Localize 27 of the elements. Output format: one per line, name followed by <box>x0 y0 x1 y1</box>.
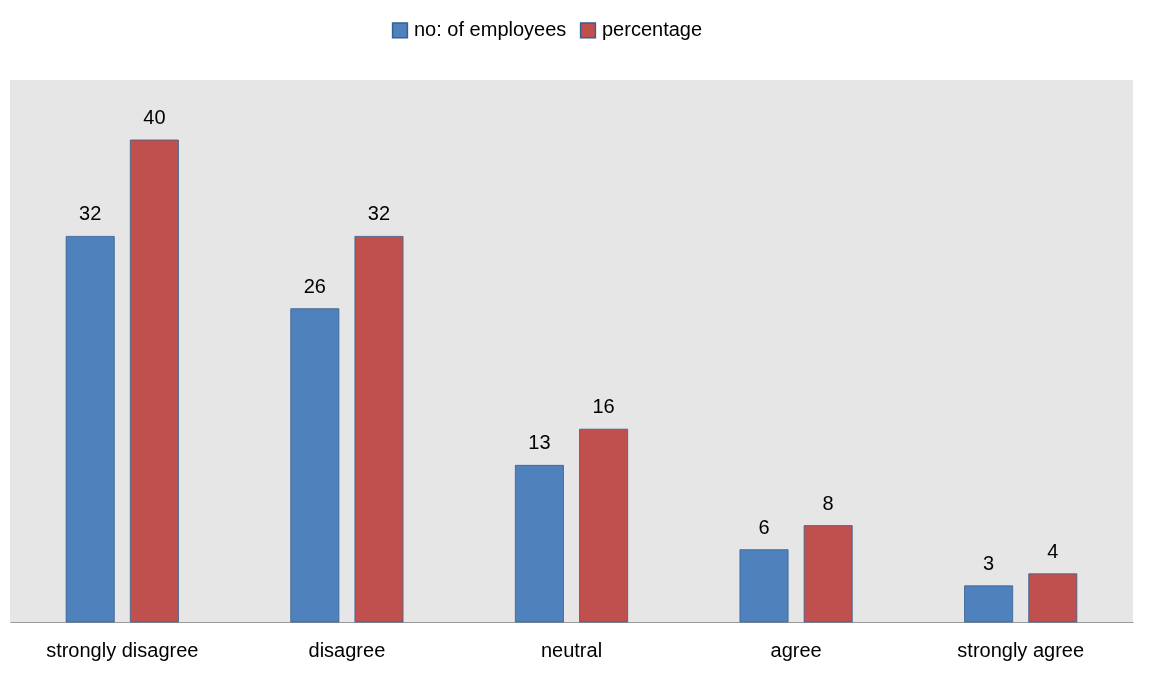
bar <box>739 549 789 623</box>
data-label: 16 <box>592 395 615 418</box>
x-tick-label: disagree <box>308 638 386 661</box>
data-label: 3 <box>983 551 995 574</box>
data-label: 8 <box>822 491 834 514</box>
data-label: 26 <box>303 274 326 297</box>
legend-label: no: of employees <box>414 18 567 41</box>
bar <box>803 525 853 623</box>
data-label: 4 <box>1047 539 1059 562</box>
bar <box>354 236 404 623</box>
bar <box>129 139 179 623</box>
legend-label: percentage <box>602 18 703 41</box>
data-label: 40 <box>143 106 166 128</box>
bar <box>1028 573 1078 623</box>
data-label: 32 <box>367 202 391 225</box>
data-label: 6 <box>758 515 770 538</box>
bar <box>514 464 564 623</box>
x-tick-label: strongly disagree <box>46 638 199 661</box>
bar <box>65 236 115 623</box>
bar <box>579 428 629 623</box>
bar <box>964 585 1014 623</box>
data-label: 13 <box>528 431 551 454</box>
data-label: 32 <box>79 202 102 225</box>
x-tick-label: agree <box>770 638 822 661</box>
bar <box>290 308 340 623</box>
x-tick-label: strongly agree <box>957 638 1085 661</box>
x-tick-label: neutral <box>540 638 603 661</box>
